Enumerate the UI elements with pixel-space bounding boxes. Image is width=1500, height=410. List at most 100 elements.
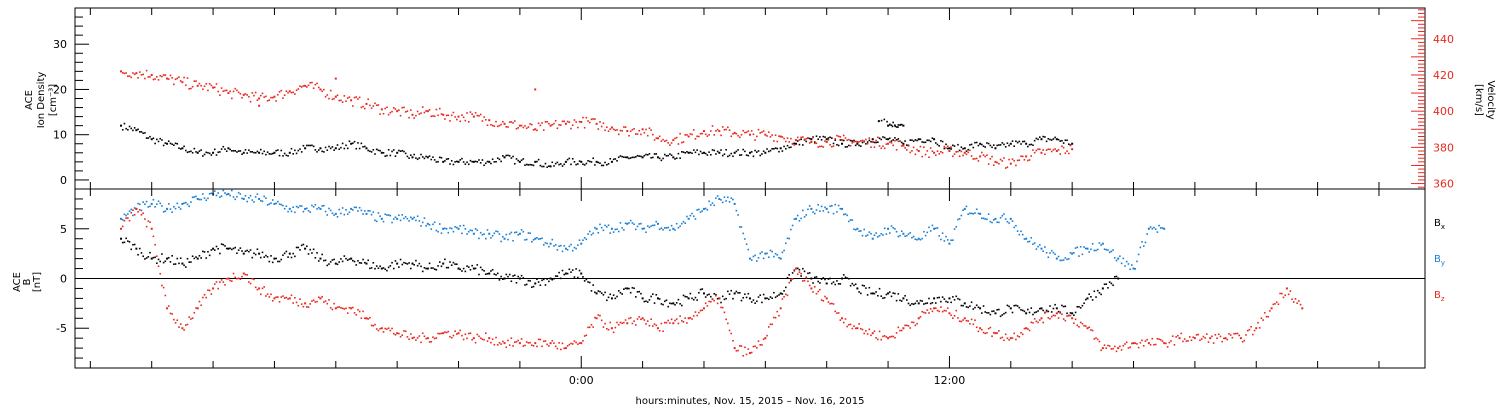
velocity-point — [856, 140, 859, 143]
by-point — [882, 234, 884, 236]
bz-point — [539, 338, 542, 341]
bz-point — [374, 323, 376, 326]
bz-point — [478, 335, 480, 338]
time-tick-label: 0:00 — [569, 374, 594, 387]
by-point — [934, 227, 937, 230]
density-axis-title-line: ACE — [24, 90, 35, 110]
by-point — [145, 200, 148, 203]
density-point — [319, 147, 322, 150]
velocity-point — [708, 134, 710, 136]
bz-point — [1239, 337, 1242, 340]
velocity-point — [786, 137, 789, 139]
by-point — [897, 235, 900, 238]
velocity-point — [529, 123, 531, 125]
density-point — [202, 155, 204, 157]
velocity-point — [513, 120, 516, 122]
bx-point — [1020, 309, 1022, 311]
velocity-point — [774, 134, 777, 137]
bz-point — [687, 317, 690, 320]
bz-point — [531, 344, 533, 347]
bz-point — [190, 318, 192, 320]
by-point — [1113, 257, 1116, 259]
bz-point — [566, 345, 569, 347]
bz-point — [350, 307, 353, 310]
bz-point — [277, 296, 279, 298]
by-point — [237, 191, 240, 194]
bz-point — [1061, 313, 1063, 316]
bz-point — [418, 335, 421, 337]
velocity-point — [217, 90, 219, 93]
bx-point — [764, 297, 767, 300]
bx-point — [996, 308, 998, 311]
density-point — [783, 145, 785, 148]
density-point — [730, 152, 733, 155]
bx-point — [599, 290, 601, 293]
velocity-point — [374, 102, 376, 105]
by-point — [387, 214, 390, 216]
bz-point — [979, 327, 982, 330]
density-point — [754, 149, 756, 152]
bx-point — [716, 297, 719, 300]
bz-point — [1204, 337, 1206, 339]
by-point — [674, 229, 676, 231]
bx-point — [510, 280, 513, 283]
velocity-point — [251, 92, 254, 94]
by-point — [827, 211, 830, 214]
velocity-point — [355, 96, 358, 98]
bx-point — [890, 295, 893, 298]
density-point — [945, 143, 947, 146]
velocity-point — [958, 155, 961, 158]
bx-point — [1074, 311, 1077, 314]
by-point — [224, 192, 226, 194]
bx-point — [449, 261, 451, 263]
by-point — [186, 203, 189, 206]
by-point — [766, 252, 768, 255]
velocity-point — [802, 136, 804, 138]
bz-point — [319, 297, 322, 300]
bx-point — [1028, 311, 1031, 314]
bz-point — [633, 320, 635, 322]
bz-point — [150, 227, 153, 230]
bz-point — [459, 329, 462, 332]
density-point — [571, 157, 574, 160]
velocity-point — [125, 72, 127, 74]
velocity-point — [372, 105, 375, 107]
velocity-point — [766, 135, 768, 137]
velocity-point — [701, 132, 704, 135]
velocity-point — [154, 78, 156, 80]
velocity-point — [515, 127, 518, 130]
bx-point — [742, 296, 744, 299]
bx-point — [452, 261, 455, 264]
by-point — [507, 238, 509, 241]
by-point — [341, 207, 344, 209]
density-point — [553, 165, 555, 167]
velocity-point — [972, 158, 975, 160]
by-point — [899, 234, 901, 237]
density-point — [287, 155, 289, 157]
velocity-point — [312, 87, 315, 90]
velocity-point — [326, 94, 329, 96]
by-point — [906, 234, 908, 237]
velocity-point — [350, 99, 353, 102]
bz-point — [157, 265, 160, 268]
by-point — [156, 203, 158, 206]
bz-point — [628, 317, 630, 320]
bx-point — [737, 292, 739, 294]
velocity-point — [590, 118, 593, 121]
by-point — [832, 212, 835, 215]
bz-point — [771, 323, 773, 326]
velocity-point — [984, 155, 987, 158]
by-point — [225, 193, 228, 196]
bx-point — [1110, 282, 1113, 285]
bx-point — [798, 268, 801, 271]
density-point — [391, 150, 393, 153]
bx-point — [580, 272, 583, 275]
bx-point — [251, 256, 254, 259]
by-point — [663, 227, 666, 229]
bx-point — [1057, 310, 1060, 313]
by-point — [698, 208, 700, 211]
bx-point — [614, 297, 617, 300]
bz-point — [435, 337, 438, 339]
velocity-point — [854, 140, 857, 143]
by-point — [802, 209, 804, 212]
